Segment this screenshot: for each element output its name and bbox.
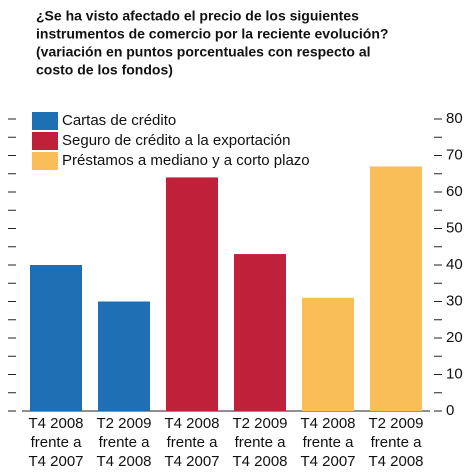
x-tick-label: frente a (31, 434, 83, 451)
x-tick-label: T2 2009 (368, 415, 423, 432)
x-tick-label: T2 2009 (232, 415, 287, 432)
chart-title: (variación en puntos porcentuales con re… (36, 44, 371, 60)
legend-label: Seguro de crédito a la exportación (62, 132, 290, 149)
legend-swatch (32, 112, 58, 130)
bar (234, 254, 286, 411)
x-tick-label: frente a (235, 434, 287, 451)
x-tick-label: T4 2007 (300, 453, 355, 470)
y-tick-label: 0 (446, 402, 454, 419)
chart-title: instrumentos de comercio por la reciente… (36, 26, 388, 42)
x-tick-label: frente a (303, 434, 355, 451)
y-tick-label: 30 (446, 292, 463, 309)
bar (166, 177, 218, 411)
x-tick-label: frente a (99, 434, 151, 451)
x-tick-label: T4 2008 (96, 453, 151, 470)
y-tick-label: 70 (446, 146, 463, 163)
bar (302, 297, 354, 411)
y-tick-label: 50 (446, 219, 463, 236)
x-tick-label: T4 2008 (368, 453, 423, 470)
legend-swatch (32, 152, 58, 170)
legend-label: Préstamos a mediano y a corto plazo (62, 152, 310, 169)
y-tick-label: 80 (446, 110, 463, 127)
legend-swatch (32, 132, 58, 150)
x-tick-label: T4 2008 (232, 453, 287, 470)
bar (30, 265, 82, 411)
x-tick-label: frente a (167, 434, 219, 451)
x-tick-label: T2 2009 (96, 415, 151, 432)
x-tick-label: T4 2007 (164, 453, 219, 470)
y-tick-label: 10 (446, 365, 463, 382)
x-tick-label: T4 2008 (300, 415, 355, 432)
bar (370, 166, 422, 411)
x-tick-label: T4 2008 (164, 415, 219, 432)
legend-label: Cartas de crédito (62, 112, 176, 129)
x-tick-label: T4 2007 (28, 453, 83, 470)
y-tick-label: 20 (446, 329, 463, 346)
x-tick-label: T4 2008 (28, 415, 83, 432)
y-tick-label: 40 (446, 256, 463, 273)
y-tick-label: 60 (446, 183, 463, 200)
bar (98, 301, 150, 411)
chart-title: costo de los fondos) (36, 62, 173, 78)
x-tick-label: frente a (371, 434, 423, 451)
chart-title: ¿Se ha visto afectado el precio de los s… (36, 8, 359, 24)
